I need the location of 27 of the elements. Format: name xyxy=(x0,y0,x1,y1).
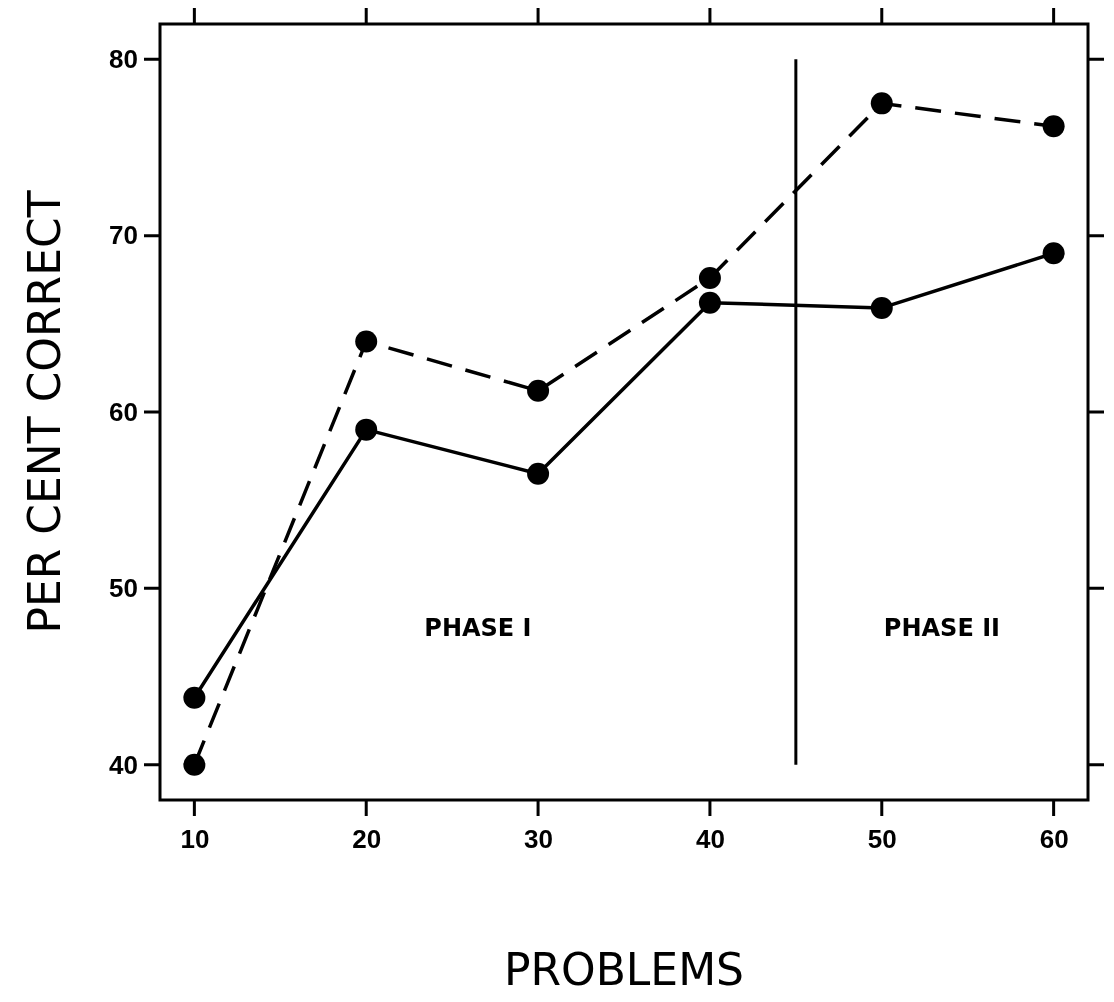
point xyxy=(355,330,378,353)
x-axis-title: PROBLEMS xyxy=(503,944,745,995)
point xyxy=(870,92,893,115)
y-axis-title: PER CENT CORRECT xyxy=(19,190,70,634)
annotation: PHASE II xyxy=(883,614,1000,643)
point xyxy=(870,296,893,319)
point xyxy=(1042,115,1065,138)
point xyxy=(527,379,550,402)
point xyxy=(355,418,378,441)
y-tick-label: 40 xyxy=(109,749,138,780)
y-tick-label: 50 xyxy=(109,573,138,604)
point xyxy=(698,266,721,289)
x-tick-label: 30 xyxy=(524,824,554,855)
y-tick-label: 80 xyxy=(109,44,138,75)
point xyxy=(698,291,721,314)
y-tick-label: 60 xyxy=(109,396,138,427)
point xyxy=(1042,242,1065,265)
x-tick-label: 10 xyxy=(180,824,210,855)
x-tick-label: 20 xyxy=(352,824,382,855)
x-tick-label: 50 xyxy=(867,824,897,855)
x-tick-label: 60 xyxy=(1039,824,1069,855)
annotation: PHASE I xyxy=(424,614,532,643)
point xyxy=(527,462,550,485)
x-tick-label: 40 xyxy=(695,824,725,855)
point xyxy=(183,753,206,776)
y-tick-label: 70 xyxy=(109,220,138,251)
point xyxy=(183,686,206,709)
